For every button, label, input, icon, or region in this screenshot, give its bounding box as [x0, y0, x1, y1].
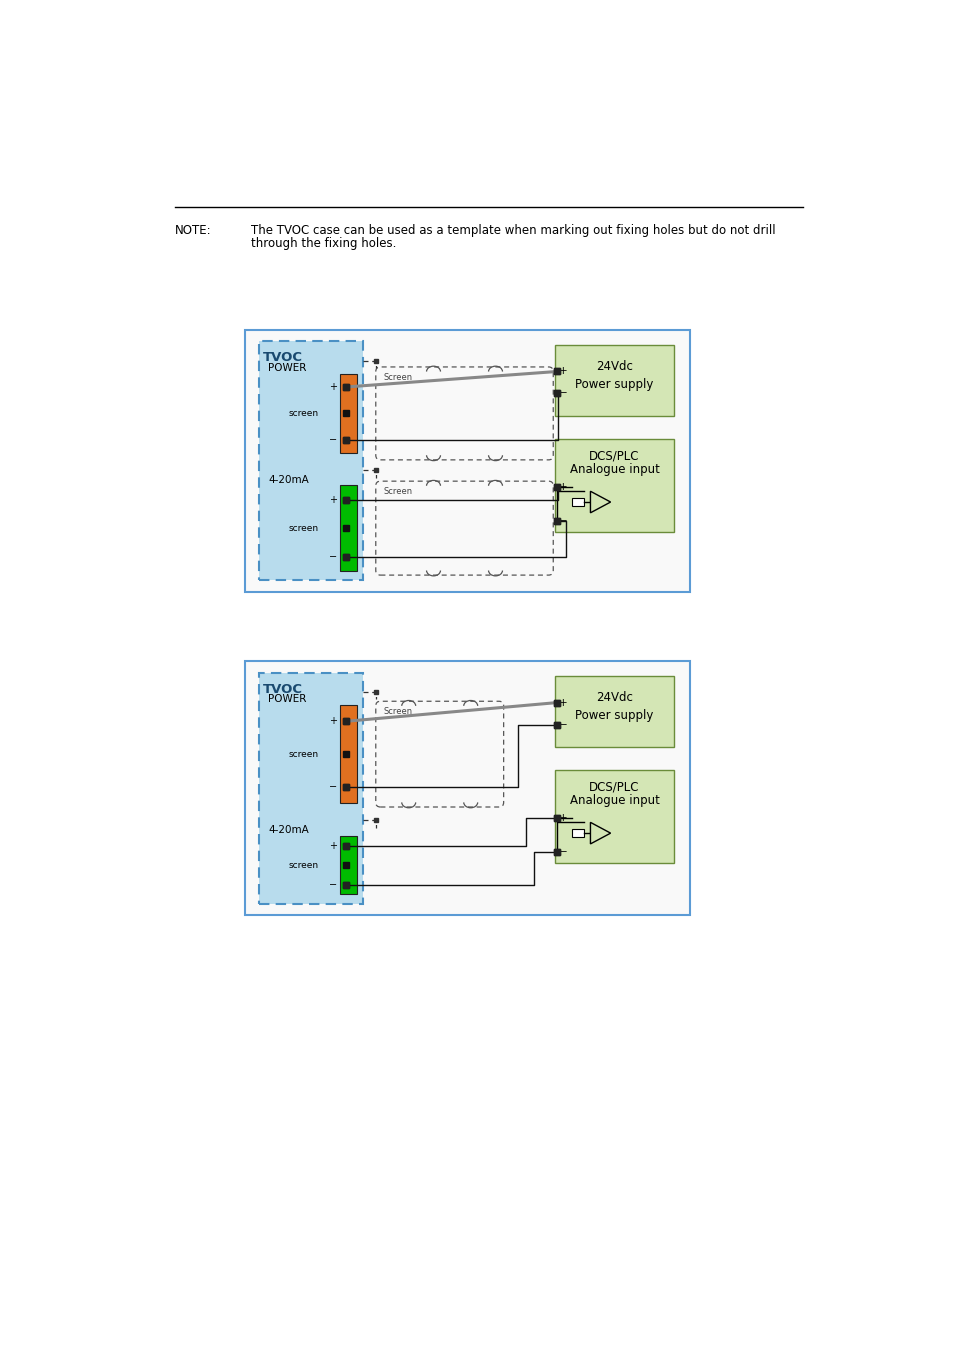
Text: −: − — [558, 516, 567, 525]
Text: +: + — [558, 482, 567, 493]
Text: 4-20mA: 4-20mA — [268, 825, 309, 834]
Text: +: + — [329, 494, 336, 505]
Text: +: + — [329, 841, 336, 850]
Text: −: − — [329, 435, 336, 446]
Text: −: − — [558, 720, 567, 729]
Text: +: + — [329, 717, 336, 726]
Text: Power supply: Power supply — [575, 709, 653, 722]
Text: +: + — [558, 698, 567, 707]
Text: screen: screen — [288, 749, 318, 759]
Text: +: + — [558, 366, 567, 377]
Bar — [571, 829, 583, 837]
Text: Screen: Screen — [383, 707, 413, 717]
Text: Analogue input: Analogue input — [569, 794, 659, 807]
Text: TVOC: TVOC — [262, 683, 302, 695]
Text: DCS/PLC: DCS/PLC — [589, 780, 639, 794]
Polygon shape — [590, 491, 610, 513]
FancyBboxPatch shape — [245, 662, 689, 915]
Bar — [571, 498, 583, 506]
Text: screen: screen — [288, 860, 318, 869]
Text: Analogue input: Analogue input — [569, 463, 659, 477]
Bar — [340, 836, 356, 894]
FancyBboxPatch shape — [258, 342, 363, 580]
Text: through the fixing holes.: through the fixing holes. — [251, 238, 395, 251]
Text: −: − — [558, 389, 567, 398]
Text: TVOC: TVOC — [262, 351, 302, 364]
FancyBboxPatch shape — [555, 439, 674, 532]
Bar — [340, 705, 356, 803]
Text: screen: screen — [288, 409, 318, 418]
FancyBboxPatch shape — [245, 329, 689, 591]
Text: 24Vdc: 24Vdc — [596, 360, 632, 373]
Text: Screen: Screen — [383, 487, 413, 497]
FancyBboxPatch shape — [555, 346, 674, 416]
Bar — [340, 486, 356, 571]
Text: +: + — [558, 813, 567, 823]
Polygon shape — [590, 822, 610, 844]
Text: 4-20mA: 4-20mA — [268, 475, 309, 485]
Text: −: − — [329, 879, 336, 890]
Bar — [340, 374, 356, 454]
Text: screen: screen — [288, 524, 318, 533]
Text: Screen: Screen — [383, 373, 413, 382]
FancyBboxPatch shape — [555, 676, 674, 747]
Text: POWER: POWER — [268, 363, 306, 373]
Text: POWER: POWER — [268, 694, 306, 705]
Text: DCS/PLC: DCS/PLC — [589, 450, 639, 462]
FancyBboxPatch shape — [258, 672, 363, 903]
Text: NOTE:: NOTE: — [174, 224, 212, 236]
Text: 24Vdc: 24Vdc — [596, 691, 632, 705]
Text: −: − — [329, 552, 336, 562]
Text: +: + — [329, 382, 336, 391]
Text: −: − — [329, 782, 336, 792]
Text: The TVOC case can be used as a template when marking out fixing holes but do not: The TVOC case can be used as a template … — [251, 224, 775, 236]
Text: −: − — [558, 846, 567, 857]
FancyBboxPatch shape — [555, 771, 674, 863]
Text: Power supply: Power supply — [575, 378, 653, 390]
